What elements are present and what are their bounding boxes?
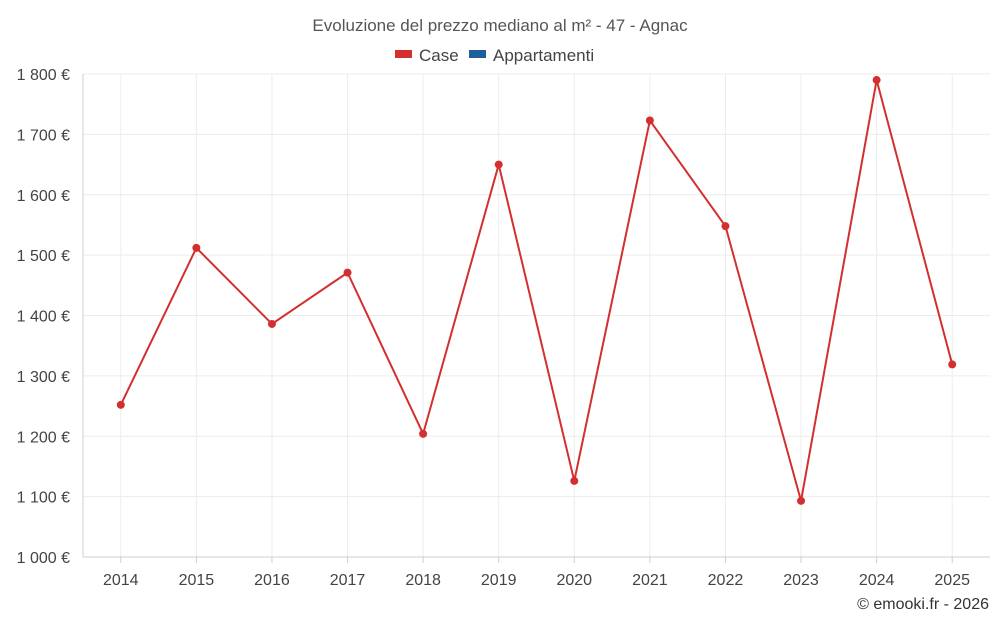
data-point-2018[interactable] <box>419 429 428 438</box>
x-tick-label: 2018 <box>405 572 441 589</box>
series-line-0 <box>119 79 954 502</box>
x-tick-label: 2022 <box>708 572 744 589</box>
legend: Case Appartamenti <box>395 46 594 65</box>
legend-label-appartamenti: Appartamenti <box>493 46 594 65</box>
legend-swatch-appartamenti <box>469 50 486 58</box>
x-tick-label: 2016 <box>254 572 290 589</box>
series-case <box>116 76 957 505</box>
axes: 1 000 € 1 100 € 1 200 € 1 300 € 1 400 € 1 500… <box>17 67 990 589</box>
x-tick-label: 2019 <box>481 572 517 589</box>
data-point-2016[interactable] <box>267 319 276 328</box>
data-point-2024[interactable] <box>872 76 881 85</box>
y-tick-label: 1 700 € <box>17 127 70 144</box>
data-point-2025[interactable] <box>948 360 957 369</box>
y-tick-label: 1 600 € <box>17 188 70 205</box>
data-point-2021[interactable] <box>645 116 654 125</box>
y-tick-label: 1 400 € <box>17 309 70 326</box>
data-point-2023[interactable] <box>797 496 806 505</box>
legend-item-case[interactable]: Case <box>395 46 459 65</box>
x-tick-label: 2020 <box>556 572 592 589</box>
legend-label-case: Case <box>419 46 459 65</box>
credit-text: © emooki.fr - 2026 <box>857 596 989 613</box>
y-tick-label: 1 800 € <box>17 67 70 84</box>
x-tick-label: 2024 <box>859 572 895 589</box>
x-tick-label: 2014 <box>103 572 139 589</box>
data-point-2015[interactable] <box>192 243 201 252</box>
data-point-2017[interactable] <box>343 268 352 277</box>
y-tick-label: 1 300 € <box>17 369 70 386</box>
y-tick-label: 1 100 € <box>17 490 70 507</box>
grid <box>83 73 990 557</box>
data-point-2014[interactable] <box>116 400 125 409</box>
data-point-2019[interactable] <box>494 160 503 169</box>
data-point-2020[interactable] <box>570 476 579 485</box>
y-tick-label: 1 500 € <box>17 248 70 265</box>
y-tick-label: 1 000 € <box>17 550 70 567</box>
x-tick-label: 2025 <box>934 572 970 589</box>
data-point-2022[interactable] <box>721 222 730 231</box>
chart-title: Evoluzione del prezzo mediano al m² - 47… <box>312 16 688 35</box>
x-tick-label: 2017 <box>330 572 366 589</box>
x-tick-label: 2023 <box>783 572 819 589</box>
legend-item-appartamenti[interactable]: Appartamenti <box>469 46 594 65</box>
x-tick-label: 2021 <box>632 572 668 589</box>
y-tick-label: 1 200 € <box>17 429 70 446</box>
x-tick-label: 2015 <box>179 572 215 589</box>
legend-swatch-case <box>395 50 412 58</box>
